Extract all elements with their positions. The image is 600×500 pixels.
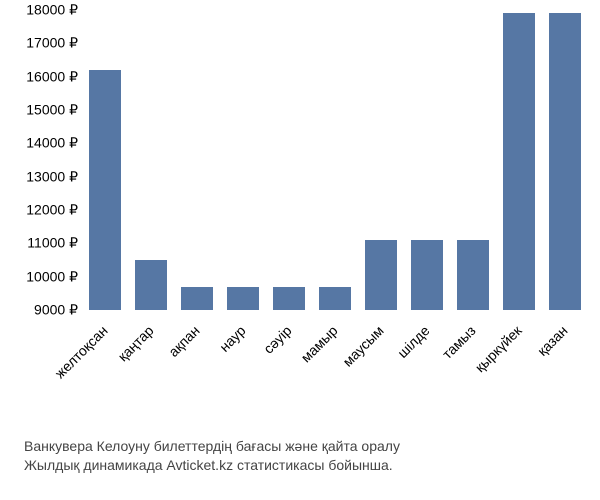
price-bar-chart: 9000 ₽ 10000 ₽ 11000 ₽ 12000 ₽ 13000 ₽ 14000 … [0, 0, 600, 430]
plot-area [82, 10, 588, 310]
bar [457, 240, 489, 310]
bar [227, 287, 259, 310]
y-axis-label: 14000 ₽ [0, 135, 78, 152]
bar [89, 70, 121, 310]
y-axis-label: 12000 ₽ [0, 202, 78, 219]
caption-line-2: Жылдық динамикада Avticket.kz статистика… [24, 457, 393, 473]
bar [411, 240, 443, 310]
bar [503, 13, 535, 310]
y-axis-label: 11000 ₽ [0, 235, 78, 252]
bar [181, 287, 213, 310]
y-axis-label: 10000 ₽ [0, 268, 78, 285]
y-axis-label: 18000 ₽ [0, 2, 78, 19]
bar [549, 13, 581, 310]
bar [135, 260, 167, 310]
y-axis-label: 13000 ₽ [0, 168, 78, 185]
bar [273, 287, 305, 310]
bar [365, 240, 397, 310]
y-axis-label: 17000 ₽ [0, 35, 78, 52]
x-axis-label: желтоқсан [29, 322, 111, 404]
y-axis-label: 9000 ₽ [0, 302, 78, 319]
caption-line-1: Ванкувера Келоуну билеттердің бағасы жән… [24, 438, 400, 454]
y-axis-label: 16000 ₽ [0, 68, 78, 85]
chart-caption: Ванкувера Келоуну билеттердің бағасы жән… [24, 437, 584, 476]
bar [319, 287, 351, 310]
y-axis-label: 15000 ₽ [0, 102, 78, 119]
